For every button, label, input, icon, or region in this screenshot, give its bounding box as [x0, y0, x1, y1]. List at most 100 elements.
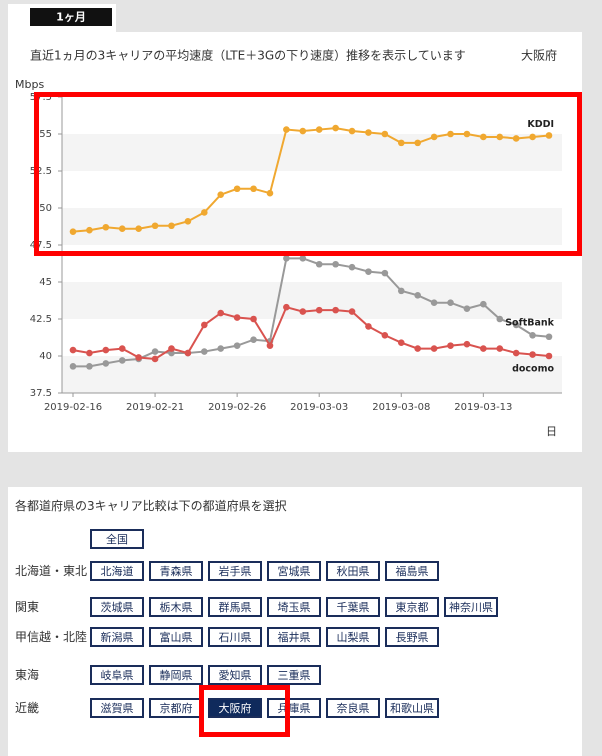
prefecture-button[interactable]: 埼玉県 [267, 597, 321, 617]
prefecture-button[interactable]: 長野県 [385, 627, 439, 647]
data-point [184, 349, 192, 357]
data-point [299, 127, 307, 135]
data-point [463, 305, 471, 312]
prefecture-button[interactable]: 青森県 [149, 561, 203, 581]
prefecture-button[interactable]: 北海道 [90, 561, 144, 581]
data-point [348, 127, 356, 135]
data-point [365, 268, 372, 275]
data-point [365, 129, 372, 136]
data-point [86, 226, 93, 234]
prefecture-button[interactable]: 宮城県 [267, 561, 321, 581]
prefecture-button[interactable]: 新潟県 [90, 627, 144, 647]
x-axis-label: 日 [546, 425, 557, 438]
data-point [102, 346, 110, 354]
prefecture-button[interactable]: 岐阜県 [90, 665, 144, 685]
prefecture-button[interactable]: 秋田県 [326, 561, 380, 581]
prefecture-button[interactable]: 兵庫県 [267, 698, 321, 718]
y-tick-label: 57.5 [30, 92, 52, 103]
data-point [266, 342, 274, 349]
data-point [184, 218, 192, 225]
data-point [283, 303, 290, 311]
data-point [250, 185, 257, 193]
data-point [217, 345, 225, 352]
prefecture-button[interactable]: 福島県 [385, 561, 439, 581]
prefecture-button[interactable]: 石川県 [208, 627, 262, 647]
data-point [430, 133, 438, 141]
data-point [151, 222, 159, 230]
data-point [86, 349, 93, 357]
y-tick-label: 55 [39, 129, 52, 140]
data-point [266, 189, 274, 197]
prefecture-button[interactable]: 山梨県 [326, 627, 380, 647]
region-label: 関東 [15, 600, 40, 614]
prefecture-button[interactable]: 奈良県 [326, 698, 380, 718]
data-point [299, 308, 307, 315]
data-point [545, 352, 553, 360]
prefecture-button[interactable]: 岩手県 [208, 561, 262, 581]
y-tick-label: 37.5 [30, 388, 52, 399]
data-point [512, 349, 520, 357]
y-tick-label: 47.5 [30, 240, 52, 251]
chart: 1ヶ月 直近1ヵ月の3キャリアの平均速度（LTE＋3Gの下り速度）推移を表示して… [8, 4, 582, 452]
series-label: SoftBank [505, 317, 554, 328]
data-point [135, 354, 142, 361]
chart-title: 直近1ヵ月の3キャリアの平均速度（LTE＋3Gの下り速度）推移を表示しています [30, 48, 466, 63]
prefecture-button[interactable]: 和歌山県 [385, 698, 439, 718]
region-name: 大阪府 [521, 48, 557, 63]
data-point [201, 209, 208, 216]
prefecture-button[interactable]: 神奈川県 [444, 597, 498, 617]
button-group: 茨城県 栃木県 群馬県 埼玉県 千葉県 東京都 神奈川県 [90, 597, 498, 617]
data-point [414, 139, 421, 147]
data-point [86, 363, 93, 370]
prefecture-button[interactable]: 茨城県 [90, 597, 144, 617]
data-point [381, 130, 389, 138]
y-axis-label: Mbps [15, 78, 44, 91]
prefecture-button[interactable]: 栃木県 [149, 597, 203, 617]
data-point [332, 124, 339, 132]
data-point [545, 132, 553, 139]
prefecture-button[interactable]: 富山県 [149, 627, 203, 647]
data-point [496, 345, 504, 352]
x-tick-label: 2019-02-26 [208, 402, 266, 413]
region-label: 甲信越・北陸 [15, 630, 88, 644]
grid-band [62, 134, 562, 171]
data-point [151, 355, 159, 363]
data-point [480, 133, 487, 141]
series-label: docomo [512, 364, 554, 375]
plot: 37.5 40 42.5 45 47.5 50 52.5 55 57.5 2019-02-16 20… [30, 92, 562, 413]
data-point [299, 255, 307, 262]
x-tick-label: 2019-02-21 [126, 402, 184, 413]
prefecture-button[interactable]: 京都府 [149, 698, 203, 718]
grid-band [62, 356, 562, 393]
prefecture-button[interactable]: 大阪府 [208, 698, 262, 718]
prefecture-button[interactable]: 東京都 [385, 597, 439, 617]
button-group: 北海道 青森県 岩手県 宮城県 秋田県 福島県 [90, 561, 439, 581]
data-point [480, 300, 487, 308]
data-point [151, 348, 159, 355]
data-point [250, 315, 257, 323]
prefecture-button[interactable]: 全国 [90, 529, 144, 549]
prefecture-button[interactable]: 愛知県 [208, 665, 262, 685]
data-point [348, 263, 356, 271]
data-point [283, 255, 290, 262]
region-label: 北海道・東北 [15, 564, 88, 578]
data-point [397, 339, 405, 346]
tab-label[interactable]: 1ヶ月 [56, 11, 86, 24]
x-tick-label: 2019-03-03 [290, 402, 348, 413]
y-tick-label: 50 [39, 203, 52, 214]
prefecture-button[interactable]: 千葉県 [326, 597, 380, 617]
prefecture-button[interactable]: 静岡県 [149, 665, 203, 685]
region-row: 関東 茨城県 栃木県 群馬県 埼玉県 千葉県 東京都 神奈川県 [8, 597, 498, 617]
data-point [69, 346, 77, 354]
data-point [512, 321, 520, 329]
data-point [529, 351, 536, 358]
prefecture-button[interactable]: 群馬県 [208, 597, 262, 617]
prefecture-button[interactable]: 滋賀県 [90, 698, 144, 718]
tab[interactable] [30, 8, 112, 26]
data-point [397, 139, 405, 147]
prefecture-button[interactable]: 福井県 [267, 627, 321, 647]
region-row: 甲信越・北陸 新潟県 富山県 石川県 福井県 山梨県 長野県 [8, 627, 439, 647]
prefecture-button[interactable]: 三重県 [267, 665, 321, 685]
data-point [414, 292, 421, 299]
